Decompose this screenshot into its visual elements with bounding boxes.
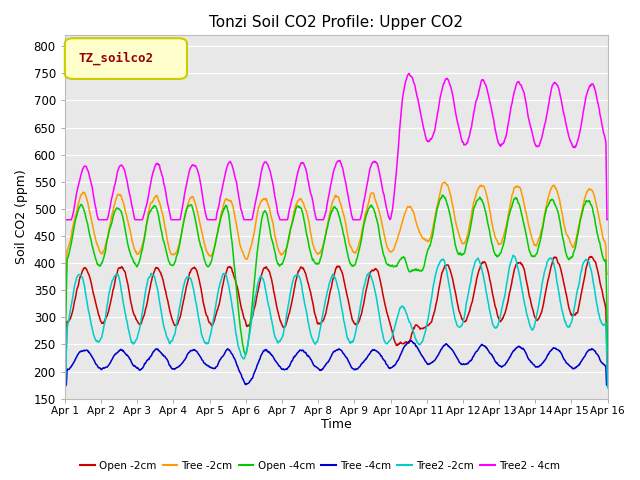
Line: Tree -2cm: Tree -2cm [65, 182, 608, 274]
Open -4cm [103, 239, 111, 244]
X-axis label: Time: Time [321, 419, 351, 432]
Open -2cm [291, 281, 299, 287]
Y-axis label: Soil CO2 (ppm): Soil CO2 (ppm) [15, 169, 28, 264]
Open -2cm [587, 253, 595, 259]
Tree2 -2cm [61, 390, 68, 396]
Open -2cm [103, 313, 111, 319]
Tree2 - 4cm [291, 182, 299, 188]
Tree2 - 4cm [604, 217, 612, 223]
Tree2 -2cm [103, 305, 111, 311]
Open -2cm [303, 274, 310, 280]
Tree -4cm [604, 382, 612, 388]
Line: Tree2 -2cm: Tree2 -2cm [65, 255, 608, 393]
Text: TZ_soilco2: TZ_soilco2 [79, 52, 154, 65]
Open -4cm [370, 206, 378, 212]
Tree2 - 4cm [61, 217, 68, 223]
Line: Open -4cm: Open -4cm [65, 195, 608, 371]
Open -2cm [604, 379, 612, 385]
Tree2 - 4cm [125, 189, 132, 194]
Open -2cm [61, 393, 68, 399]
Open -4cm [604, 349, 612, 355]
Line: Tree -4cm: Tree -4cm [65, 341, 608, 385]
Open -4cm [125, 246, 132, 252]
Tree -2cm [291, 204, 299, 210]
Tree2 -2cm [370, 282, 378, 288]
Tree -4cm [125, 354, 132, 360]
Open -4cm [61, 368, 68, 374]
Tree2 - 4cm [405, 71, 413, 76]
Tree -2cm [312, 249, 320, 255]
Open -2cm [370, 268, 378, 274]
Tree -4cm [408, 338, 415, 344]
Tree2 - 4cm [303, 168, 310, 174]
Tree2 - 4cm [103, 217, 111, 223]
Tree -4cm [291, 353, 299, 359]
Tree2 -2cm [291, 273, 299, 278]
Line: Open -2cm: Open -2cm [65, 256, 608, 396]
Tree2 - 4cm [312, 216, 320, 222]
Tree -4cm [312, 364, 320, 370]
Open -2cm [312, 315, 320, 321]
Tree2 -2cm [509, 252, 517, 258]
Tree2 -2cm [604, 385, 612, 391]
Tree2 -2cm [303, 309, 310, 314]
Tree -2cm [125, 223, 132, 229]
Tree -2cm [440, 179, 448, 185]
Legend: Open -2cm, Tree -2cm, Open -4cm, Tree -4cm, Tree2 -2cm, Tree2 - 4cm: Open -2cm, Tree -2cm, Open -4cm, Tree -4… [76, 456, 564, 475]
Tree -2cm [61, 271, 68, 277]
Tree2 -2cm [125, 328, 132, 334]
Line: Tree2 - 4cm: Tree2 - 4cm [65, 73, 608, 220]
Tree -2cm [303, 208, 310, 214]
Tree -2cm [370, 191, 378, 197]
Tree -4cm [61, 382, 68, 388]
Open -4cm [439, 192, 447, 198]
Title: Tonzi Soil CO2 Profile: Upper CO2: Tonzi Soil CO2 Profile: Upper CO2 [209, 15, 463, 30]
Open -4cm [291, 209, 299, 215]
Open -2cm [125, 288, 132, 294]
Tree -2cm [604, 271, 612, 277]
Tree -4cm [103, 364, 111, 370]
Tree2 - 4cm [370, 158, 378, 164]
Tree -2cm [103, 237, 111, 242]
Tree -4cm [370, 347, 378, 353]
FancyBboxPatch shape [65, 38, 187, 79]
Open -4cm [312, 261, 320, 267]
Tree2 -2cm [312, 339, 320, 345]
Tree -4cm [303, 351, 310, 357]
Open -4cm [303, 230, 310, 236]
